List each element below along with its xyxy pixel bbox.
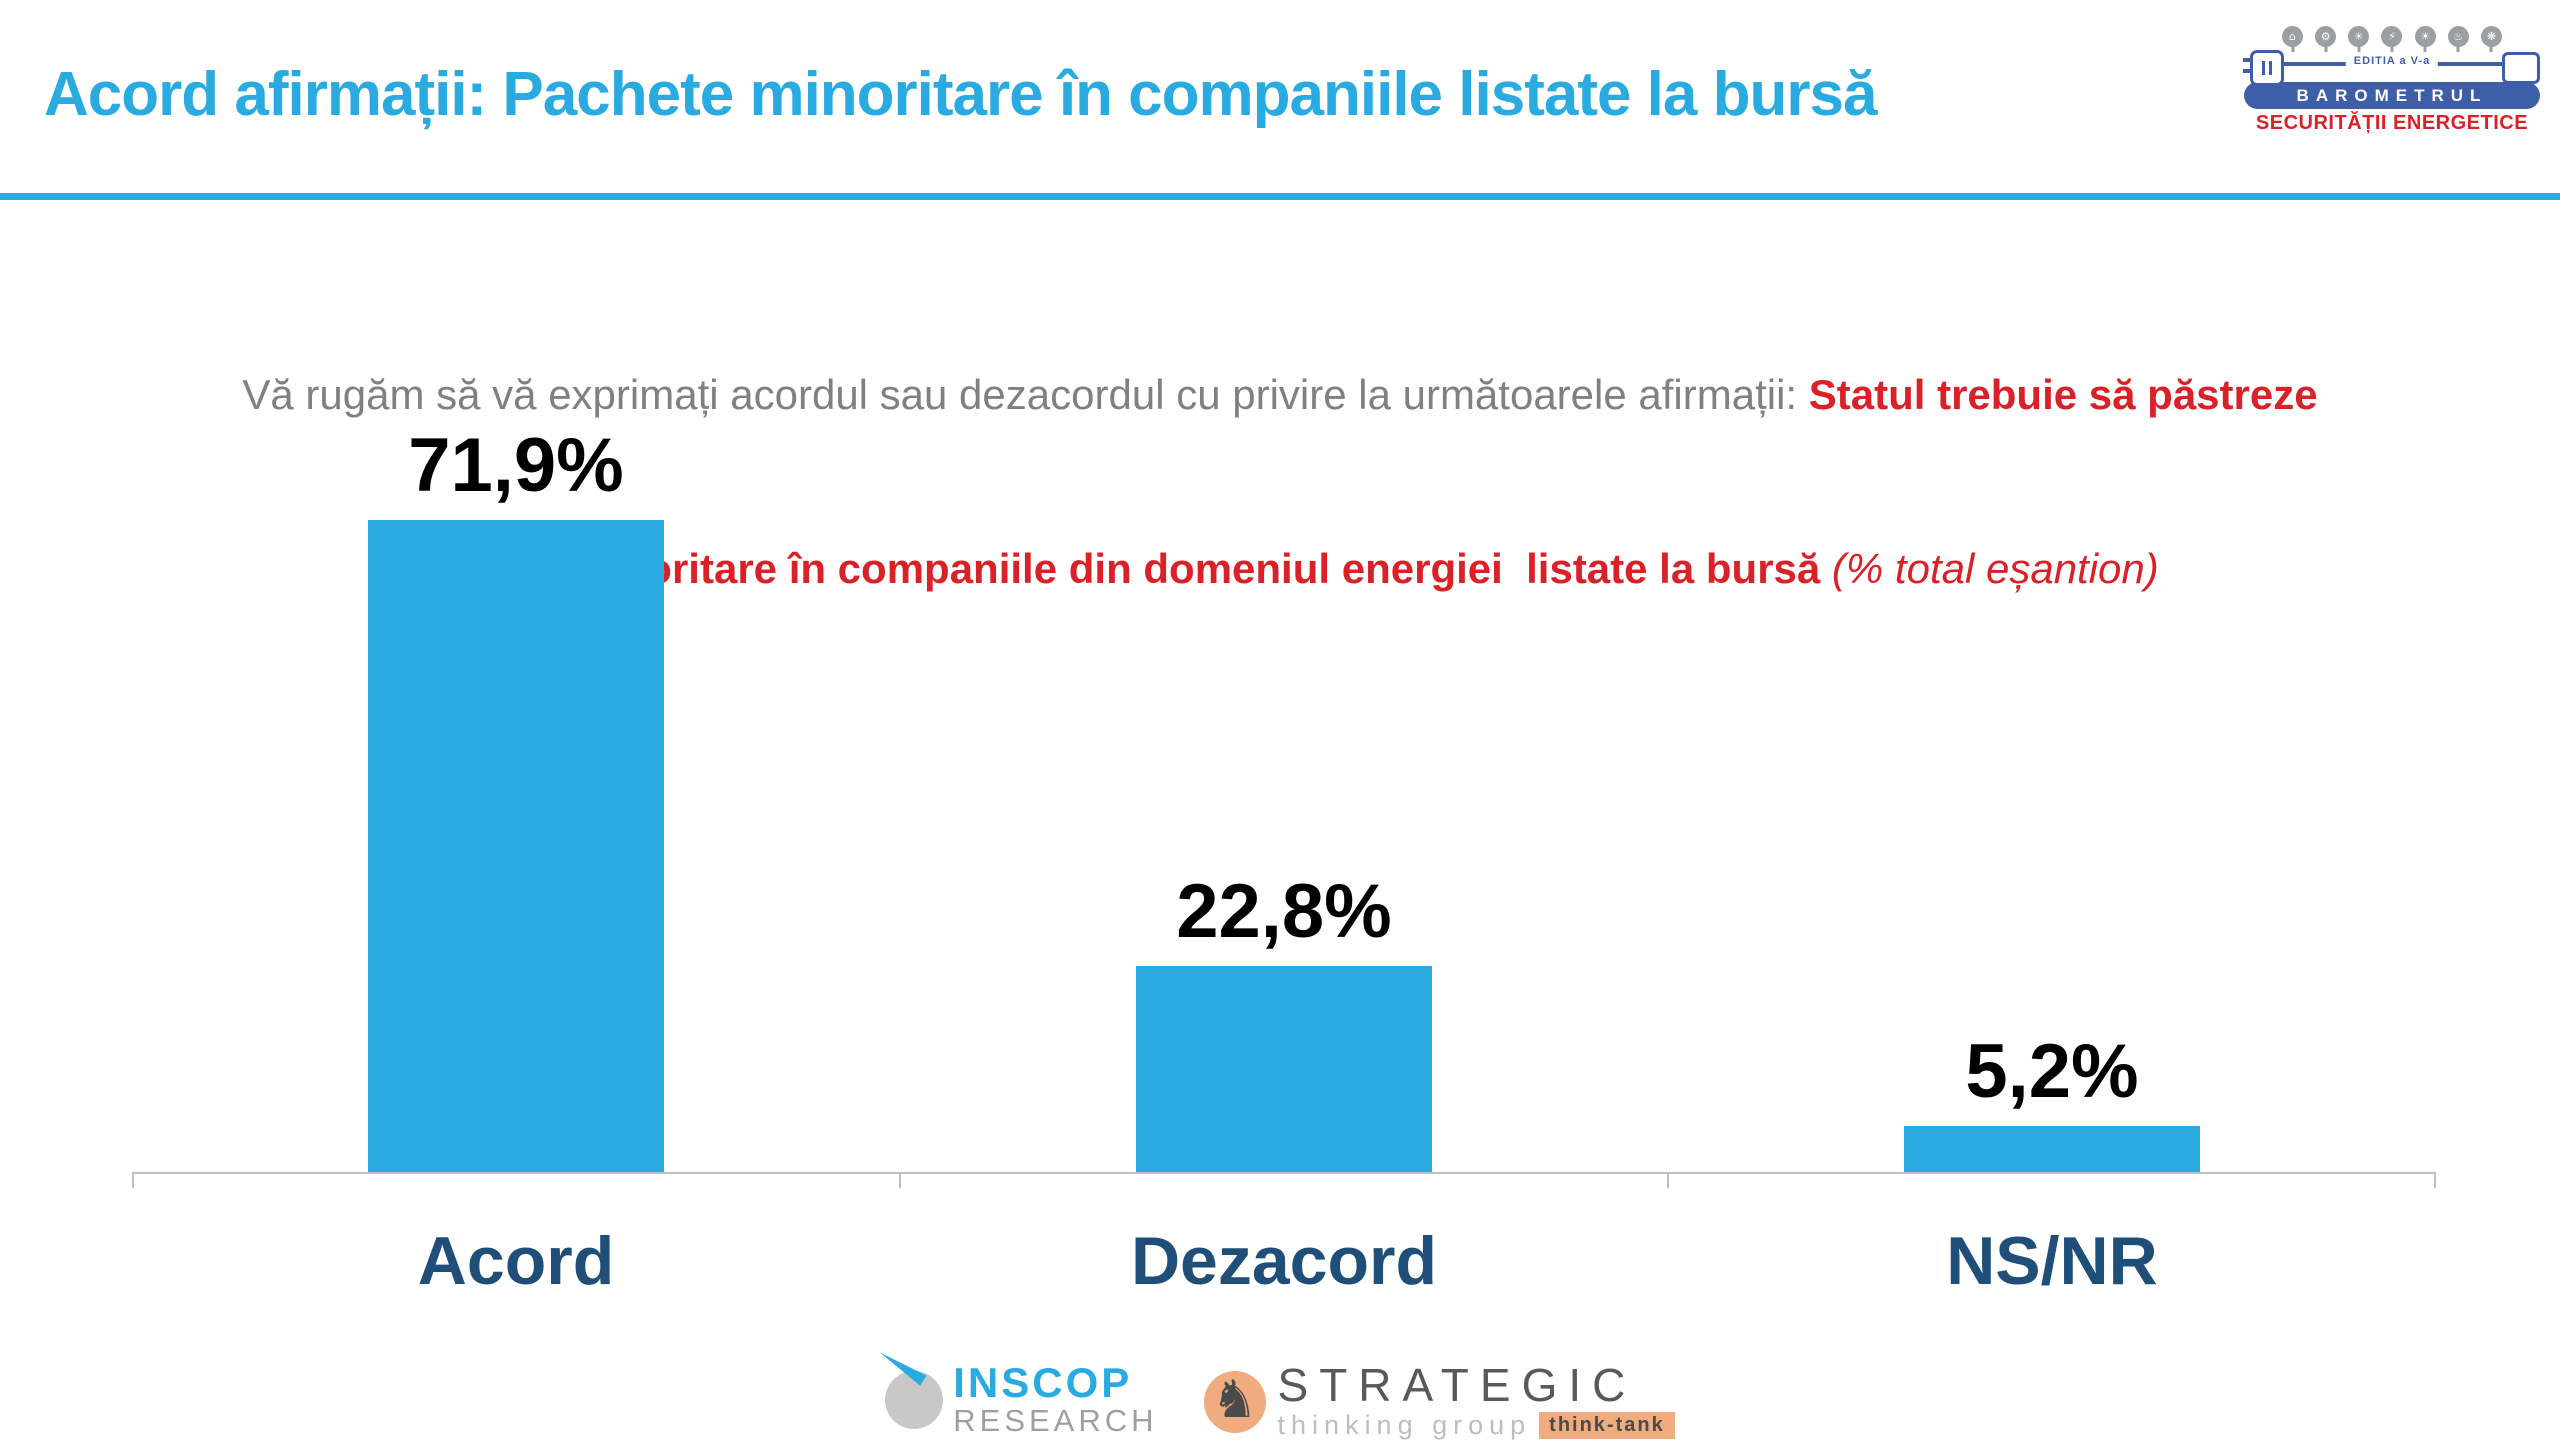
bar-group-nsnr: 5,2% [1668,1034,2436,1173]
value-label-acord: 71,9% [408,423,624,508]
bar-dezacord [1136,966,1432,1173]
strategic-subrow: thinking group think-tank [1278,1410,1675,1440]
bar-group-acord: 71,9% [132,428,900,1173]
wind-turbine-icon: ✳ [2348,26,2370,47]
axis-tick [2434,1172,2436,1188]
plug-icon [2243,50,2284,86]
category-label-acord: Acord [417,1223,615,1299]
axis-tick [1667,1172,1669,1188]
value-label-nsnr: 5,2% [1965,1029,2139,1114]
needle-icon [876,1347,927,1386]
strategic-logo: ♞ STRATEGIC thinking group think-tank [1203,1362,1675,1440]
footer-logos: INSCOP RESEARCH ♞ STRATEGIC thinking gro… [0,1347,2560,1440]
factory-icon: ⌂ [2282,26,2303,47]
inscop-compass-icon [876,1347,944,1430]
logo-edition-label: EDITIA a V-a [2345,55,2439,67]
sun-icon: ☀ [2414,26,2436,47]
subtitle-statement-start: Statul trebuie să păstreze [1808,371,2318,418]
axis-tick [899,1172,901,1188]
value-label-dezacord: 22,8% [1176,869,1392,954]
subtitle-question: Vă rugăm să vă exprimați acordul sau dez… [242,371,1809,418]
strategic-badge: think-tank [1539,1412,1675,1439]
subtitle-line-2: pachete minoritare în companiile din dom… [0,540,2560,598]
strategic-circle: ♞ [1203,1370,1266,1433]
bar-nsnr [1904,1126,2200,1173]
horse-head-icon: ♞ [1211,1370,1258,1430]
lightning-icon: ⚡ [2381,26,2403,47]
x-axis-line [132,1172,2436,1174]
inscop-name: INSCOP [953,1359,1133,1406]
bar-group-dezacord: 22,8% [900,874,1668,1173]
socket-icon [2502,52,2540,84]
subtitle-line-1: Vă rugăm să vă exprimați acordul sau dez… [0,366,2560,424]
inscop-logo: INSCOP RESEARCH [876,1347,1157,1438]
category-label-nsnr: NS/NR [1946,1223,2158,1299]
inscop-subname: RESEARCH [953,1403,1158,1438]
barometer-logo-cable: EDITIA a V-a [2242,49,2542,86]
strategic-text: STRATEGIC thinking group think-tank [1278,1362,1675,1440]
building-icon: ♨ [2447,26,2469,47]
logo-name: BAROMETRUL [2244,82,2540,109]
inscop-text: INSCOP RESEARCH [953,1362,1157,1438]
page-title: Acord afirmații: Pachete minoritare în c… [44,60,1877,129]
strategic-name: STRATEGIC [1277,1359,1637,1411]
subtitle-statement-end: pachete minoritare în companiile din dom… [401,545,1832,592]
logo-subname: SECURITĂȚII ENERGETICE [2255,112,2529,134]
bar-acord [368,520,664,1173]
barometer-logo-pins: ⌂ ⚙ ✳ ⚡ ☀ ♨ ❋ [2242,26,2542,47]
axis-tick [132,1172,134,1188]
strategic-subname: thinking group [1277,1410,1532,1440]
droplet-icon: ❋ [2480,26,2502,47]
barometer-logo: ⌂ ⚙ ✳ ⚡ ☀ ♨ ❋ EDITIA a V-a BAROMETRUL SECURITĂ… [2242,26,2542,135]
chart-subtitle: Vă rugăm să vă exprimați acordul sau dez… [0,250,2560,714]
subtitle-sample-note: (% total eșantion) [1831,545,2159,592]
header-divider [0,193,2560,200]
gear-icon: ⚙ [2315,26,2337,47]
category-label-dezacord: Dezacord [1130,1223,1438,1299]
